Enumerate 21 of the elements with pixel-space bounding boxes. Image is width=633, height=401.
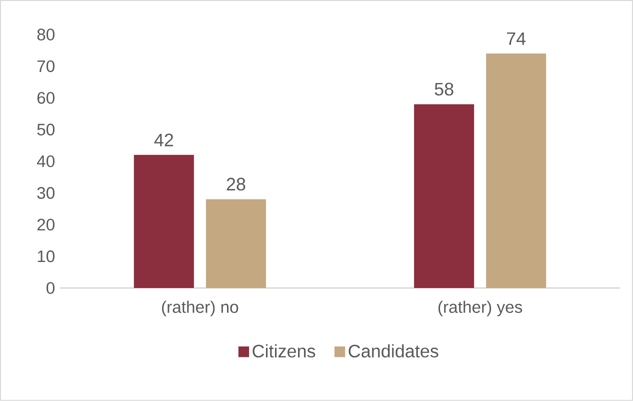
bar: [486, 54, 546, 288]
data-label: 58: [434, 82, 454, 96]
y-tick-label: 10: [38, 250, 54, 262]
y-tick-label: 60: [37, 92, 54, 104]
y-tick-label: 50: [37, 124, 54, 136]
data-label: 74: [507, 32, 526, 45]
y-tick-label: 70: [37, 60, 54, 72]
bar: [414, 104, 474, 288]
data-label: 28: [226, 178, 246, 191]
legend-label: Candidates: [348, 344, 438, 358]
y-tick-label: 30: [37, 187, 54, 199]
y-tick-label: 20: [37, 218, 54, 231]
x-tick-label: (rather) no: [162, 300, 238, 316]
y-tick-label: 80: [37, 28, 54, 40]
x-tick-label: (rather) yes: [438, 300, 522, 316]
bar: [206, 199, 266, 288]
y-tick-label: 0: [46, 282, 54, 294]
legend-label: Citizens: [252, 344, 316, 358]
y-tick-label: 40: [36, 155, 54, 168]
data-label: 42: [154, 134, 174, 146]
bar: [134, 154, 194, 288]
